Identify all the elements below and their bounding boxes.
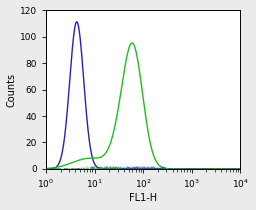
Y-axis label: Counts: Counts <box>7 73 17 107</box>
X-axis label: FL1-H: FL1-H <box>129 193 157 203</box>
